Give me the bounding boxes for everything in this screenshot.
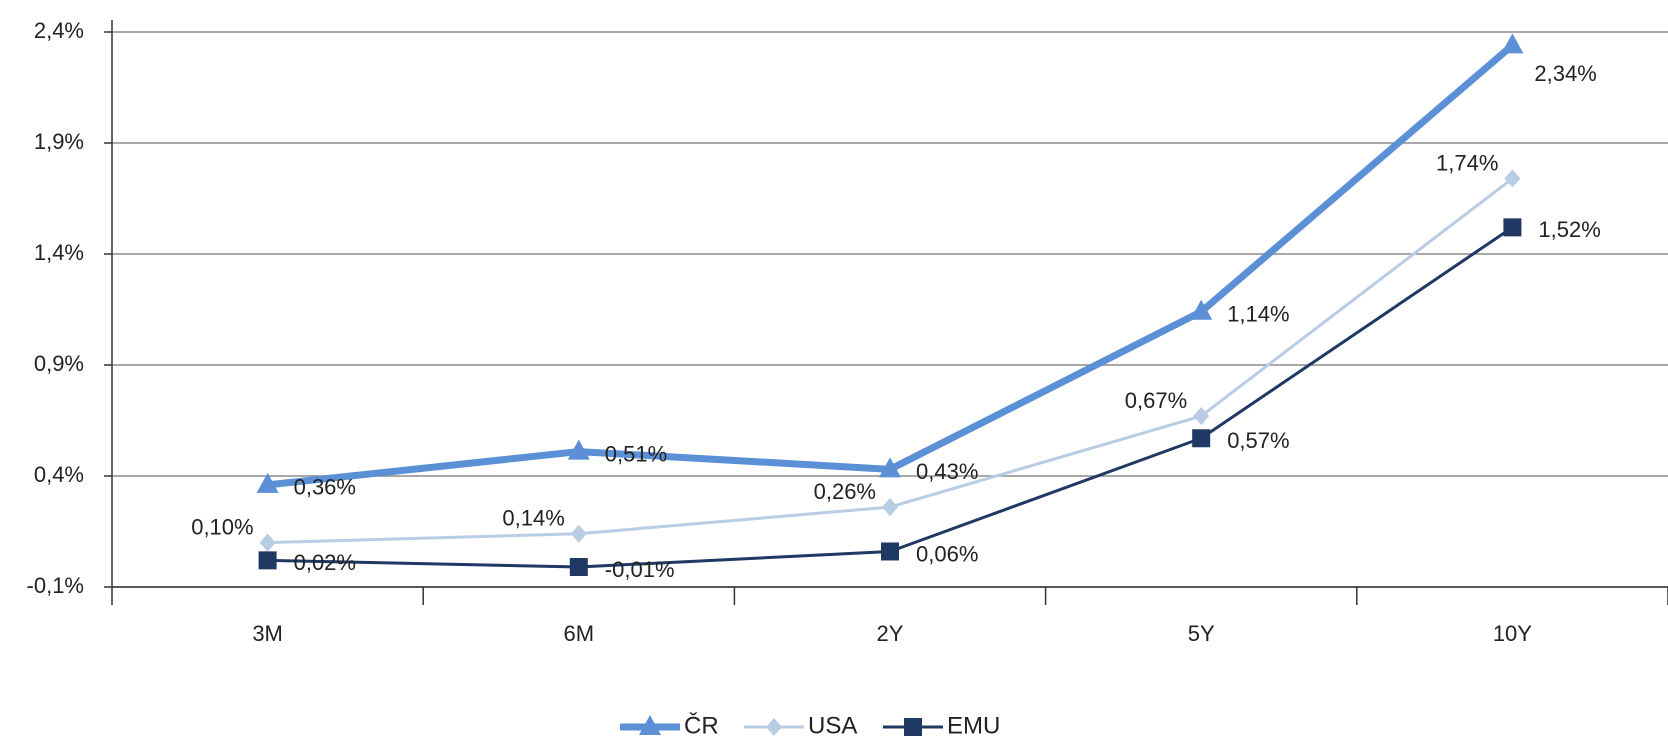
data-point — [1501, 33, 1524, 54]
data-point — [879, 457, 901, 478]
data-label: 1,74% — [1436, 150, 1498, 175]
y-tick-label: 1,9% — [34, 129, 84, 154]
data-label: 1,52% — [1538, 217, 1600, 242]
legend-marker — [766, 718, 782, 736]
x-tick-label: 3M — [252, 621, 283, 646]
y-tick-label: 0,9% — [34, 351, 84, 376]
y-tick-label: -0,1% — [27, 573, 84, 598]
legend-label: EMU — [947, 712, 1000, 739]
y-tick-label: 2,4% — [34, 18, 84, 43]
data-label: 0,57% — [1227, 428, 1289, 453]
data-label: 0,43% — [916, 459, 978, 484]
legend-label: ČR — [684, 711, 719, 739]
data-point — [569, 558, 588, 577]
data-point — [570, 524, 587, 543]
x-tick-label: 5Y — [1188, 621, 1215, 646]
data-label: 0,36% — [294, 475, 356, 500]
data-label: 0,02% — [294, 550, 356, 575]
data-label: 0,67% — [1125, 388, 1187, 413]
data-label: 0,06% — [916, 541, 978, 566]
x-tick-label: 2Y — [877, 621, 904, 646]
data-point — [567, 439, 590, 460]
x-tick-label: 10Y — [1493, 621, 1532, 646]
data-point — [882, 498, 898, 517]
series-line — [267, 177, 1514, 545]
data-label: 0,14% — [502, 506, 564, 531]
data-point — [1193, 407, 1210, 426]
data-label: 0,51% — [605, 441, 667, 466]
data-label: 1,14% — [1227, 302, 1289, 327]
data-point — [1504, 169, 1521, 188]
data-point — [1192, 429, 1211, 448]
data-point — [881, 542, 899, 561]
data-point — [1190, 299, 1213, 320]
legend-marker — [639, 715, 661, 735]
legend-marker — [904, 718, 922, 736]
data-point — [1503, 218, 1522, 237]
y-tick-label: 0,4% — [34, 462, 84, 487]
y-tick-label: 1,4% — [34, 240, 84, 265]
legend-label: USA — [808, 712, 857, 739]
data-point — [258, 551, 277, 570]
data-label: 2,34% — [1534, 61, 1596, 86]
series-line — [267, 42, 1515, 489]
data-point — [256, 472, 279, 493]
data-label: -0,01% — [605, 557, 675, 582]
data-label: 0,10% — [191, 514, 253, 539]
data-label: 0,26% — [814, 479, 876, 504]
data-point — [259, 533, 276, 552]
x-tick-label: 6M — [564, 621, 595, 646]
